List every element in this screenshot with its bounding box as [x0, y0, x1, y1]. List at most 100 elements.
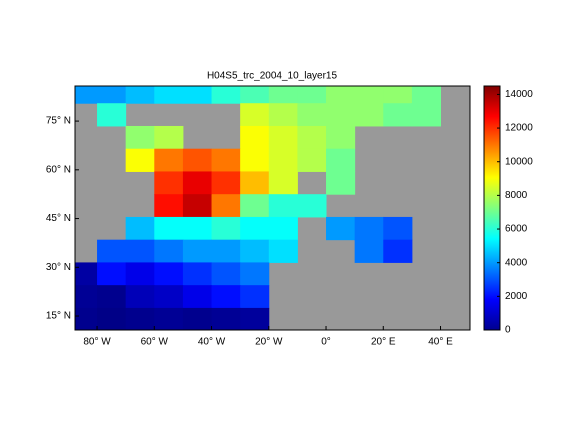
cell: [211, 86, 241, 104]
cell: [211, 216, 241, 241]
colorbar-tick-label: 10000: [505, 156, 533, 167]
cell: [240, 86, 270, 104]
cell: [268, 86, 298, 104]
cell: [326, 86, 356, 104]
y-tick-label: 15° N: [46, 311, 71, 322]
cell: [354, 86, 384, 104]
cell: [125, 262, 155, 286]
cell: [182, 86, 213, 104]
colorbar: [483, 85, 501, 331]
x-tick-label: 80° W: [83, 337, 111, 348]
cell: [326, 216, 356, 241]
cell: [154, 262, 184, 286]
cell: [125, 216, 155, 241]
cell: [154, 194, 184, 218]
x-tick-label: 40° W: [198, 337, 226, 348]
cell: [154, 239, 184, 263]
cell: [411, 86, 442, 104]
cell: [240, 103, 270, 127]
x-tick-label: 20° E: [371, 337, 396, 348]
cell: [125, 86, 155, 104]
colorbar-tick-label: 2000: [505, 291, 528, 302]
cell: [97, 103, 127, 127]
cell: [268, 239, 298, 263]
cell: [240, 239, 270, 263]
cell: [411, 103, 442, 127]
cell: [240, 262, 270, 286]
cell: [154, 86, 184, 104]
cell: [154, 285, 184, 309]
y-tick-label: 75° N: [46, 116, 71, 127]
cell: [182, 307, 213, 330]
cell: [97, 307, 127, 330]
cell: [297, 125, 327, 150]
cell: [154, 171, 184, 195]
colorbar-tick-label: 12000: [505, 123, 533, 134]
cell: [268, 148, 298, 172]
cell: [240, 148, 270, 172]
cells: [75, 86, 442, 330]
cell: [211, 148, 241, 172]
cell: [75, 307, 98, 330]
cell: [97, 285, 127, 309]
cell: [268, 171, 298, 195]
cell: [125, 307, 155, 330]
cell: [268, 194, 298, 218]
y-tick-label: 60° N: [46, 164, 71, 175]
cell: [240, 194, 270, 218]
cell: [75, 262, 98, 286]
y-tick-label: 30° N: [46, 262, 71, 273]
x-tick-label: 20° W: [255, 337, 283, 348]
cell: [383, 103, 413, 127]
cell: [97, 239, 127, 263]
cell: [354, 239, 384, 263]
y-tick-label: 45° N: [46, 213, 71, 224]
cell: [240, 216, 270, 241]
colorbar-tick-label: 0: [505, 325, 511, 336]
colorbar-tick-label: 4000: [505, 257, 528, 268]
cell: [211, 307, 241, 330]
colorbar-tick-label: 14000: [505, 89, 533, 100]
cell: [182, 194, 213, 218]
cell: [75, 86, 98, 104]
cell: [211, 194, 241, 218]
cell: [240, 285, 270, 309]
cell: [75, 285, 98, 309]
cell: [154, 148, 184, 172]
cell: [354, 103, 384, 127]
cell: [326, 148, 356, 172]
cell: [182, 171, 213, 195]
cell: [326, 171, 356, 195]
cell: [125, 239, 155, 263]
cell: [383, 86, 413, 104]
colorbar-tick-label: 6000: [505, 224, 528, 235]
x-tick-label: 60° W: [141, 337, 169, 348]
cell: [182, 239, 213, 263]
axes-frame: [74, 85, 471, 331]
cell: [240, 307, 270, 330]
cell: [211, 285, 241, 309]
cell: [97, 86, 127, 104]
cell: [383, 216, 413, 241]
cell: [297, 86, 327, 104]
cell: [297, 103, 327, 127]
colorbar-tick-label: 8000: [505, 190, 528, 201]
cell: [154, 216, 184, 241]
cell: [297, 194, 327, 218]
cell: [240, 171, 270, 195]
chart-title: H04S5_trc_2004_10_layer15: [207, 71, 338, 82]
cell: [154, 307, 184, 330]
cell: [383, 239, 413, 263]
cell: [326, 125, 356, 150]
cell: [182, 285, 213, 309]
cell: [182, 216, 213, 241]
cell: [97, 262, 127, 286]
x-tick-label: 40° E: [428, 337, 453, 348]
cell: [297, 148, 327, 172]
cell: [211, 239, 241, 263]
cell: [125, 285, 155, 309]
cell: [125, 148, 155, 172]
cell: [182, 262, 213, 286]
